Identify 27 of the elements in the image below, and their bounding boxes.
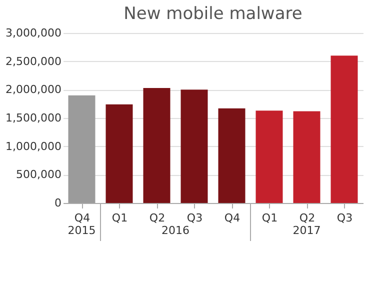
text: 2016: [162, 224, 190, 237]
x-tick-label: Q4: [74, 212, 90, 224]
x-tick-label: Q2: [299, 212, 316, 224]
bar: [293, 111, 320, 203]
x-tick-label: Q2: [149, 212, 166, 224]
text: 2017: [292, 224, 321, 237]
y-tick-label: 0: [54, 196, 62, 210]
x-tick-label: Q1: [112, 212, 128, 224]
bar: [68, 95, 96, 203]
x-tick-label: Q4: [224, 212, 240, 224]
x-tick-label: Q3: [336, 212, 353, 224]
bar: [330, 56, 358, 203]
chart-title: New mobile malware: [124, 4, 302, 24]
bar: [143, 88, 170, 203]
bar: [106, 104, 133, 203]
y-tick-label: 2,500,000: [6, 54, 62, 68]
y-tick-label: 3,000,000: [6, 26, 62, 40]
bar: [218, 108, 246, 203]
y-tick-label: 2,000,000: [6, 83, 62, 96]
x-tick-label: Q1: [262, 212, 278, 224]
x-tick-label: Q3: [186, 212, 203, 224]
text: 2015: [68, 224, 96, 237]
y-tick-label: 1,000,000: [6, 140, 62, 153]
bar: [180, 90, 208, 203]
y-tick-label: 1,500,000: [6, 112, 62, 124]
bar: [256, 110, 283, 203]
y-tick-label: 500,000: [16, 168, 62, 182]
